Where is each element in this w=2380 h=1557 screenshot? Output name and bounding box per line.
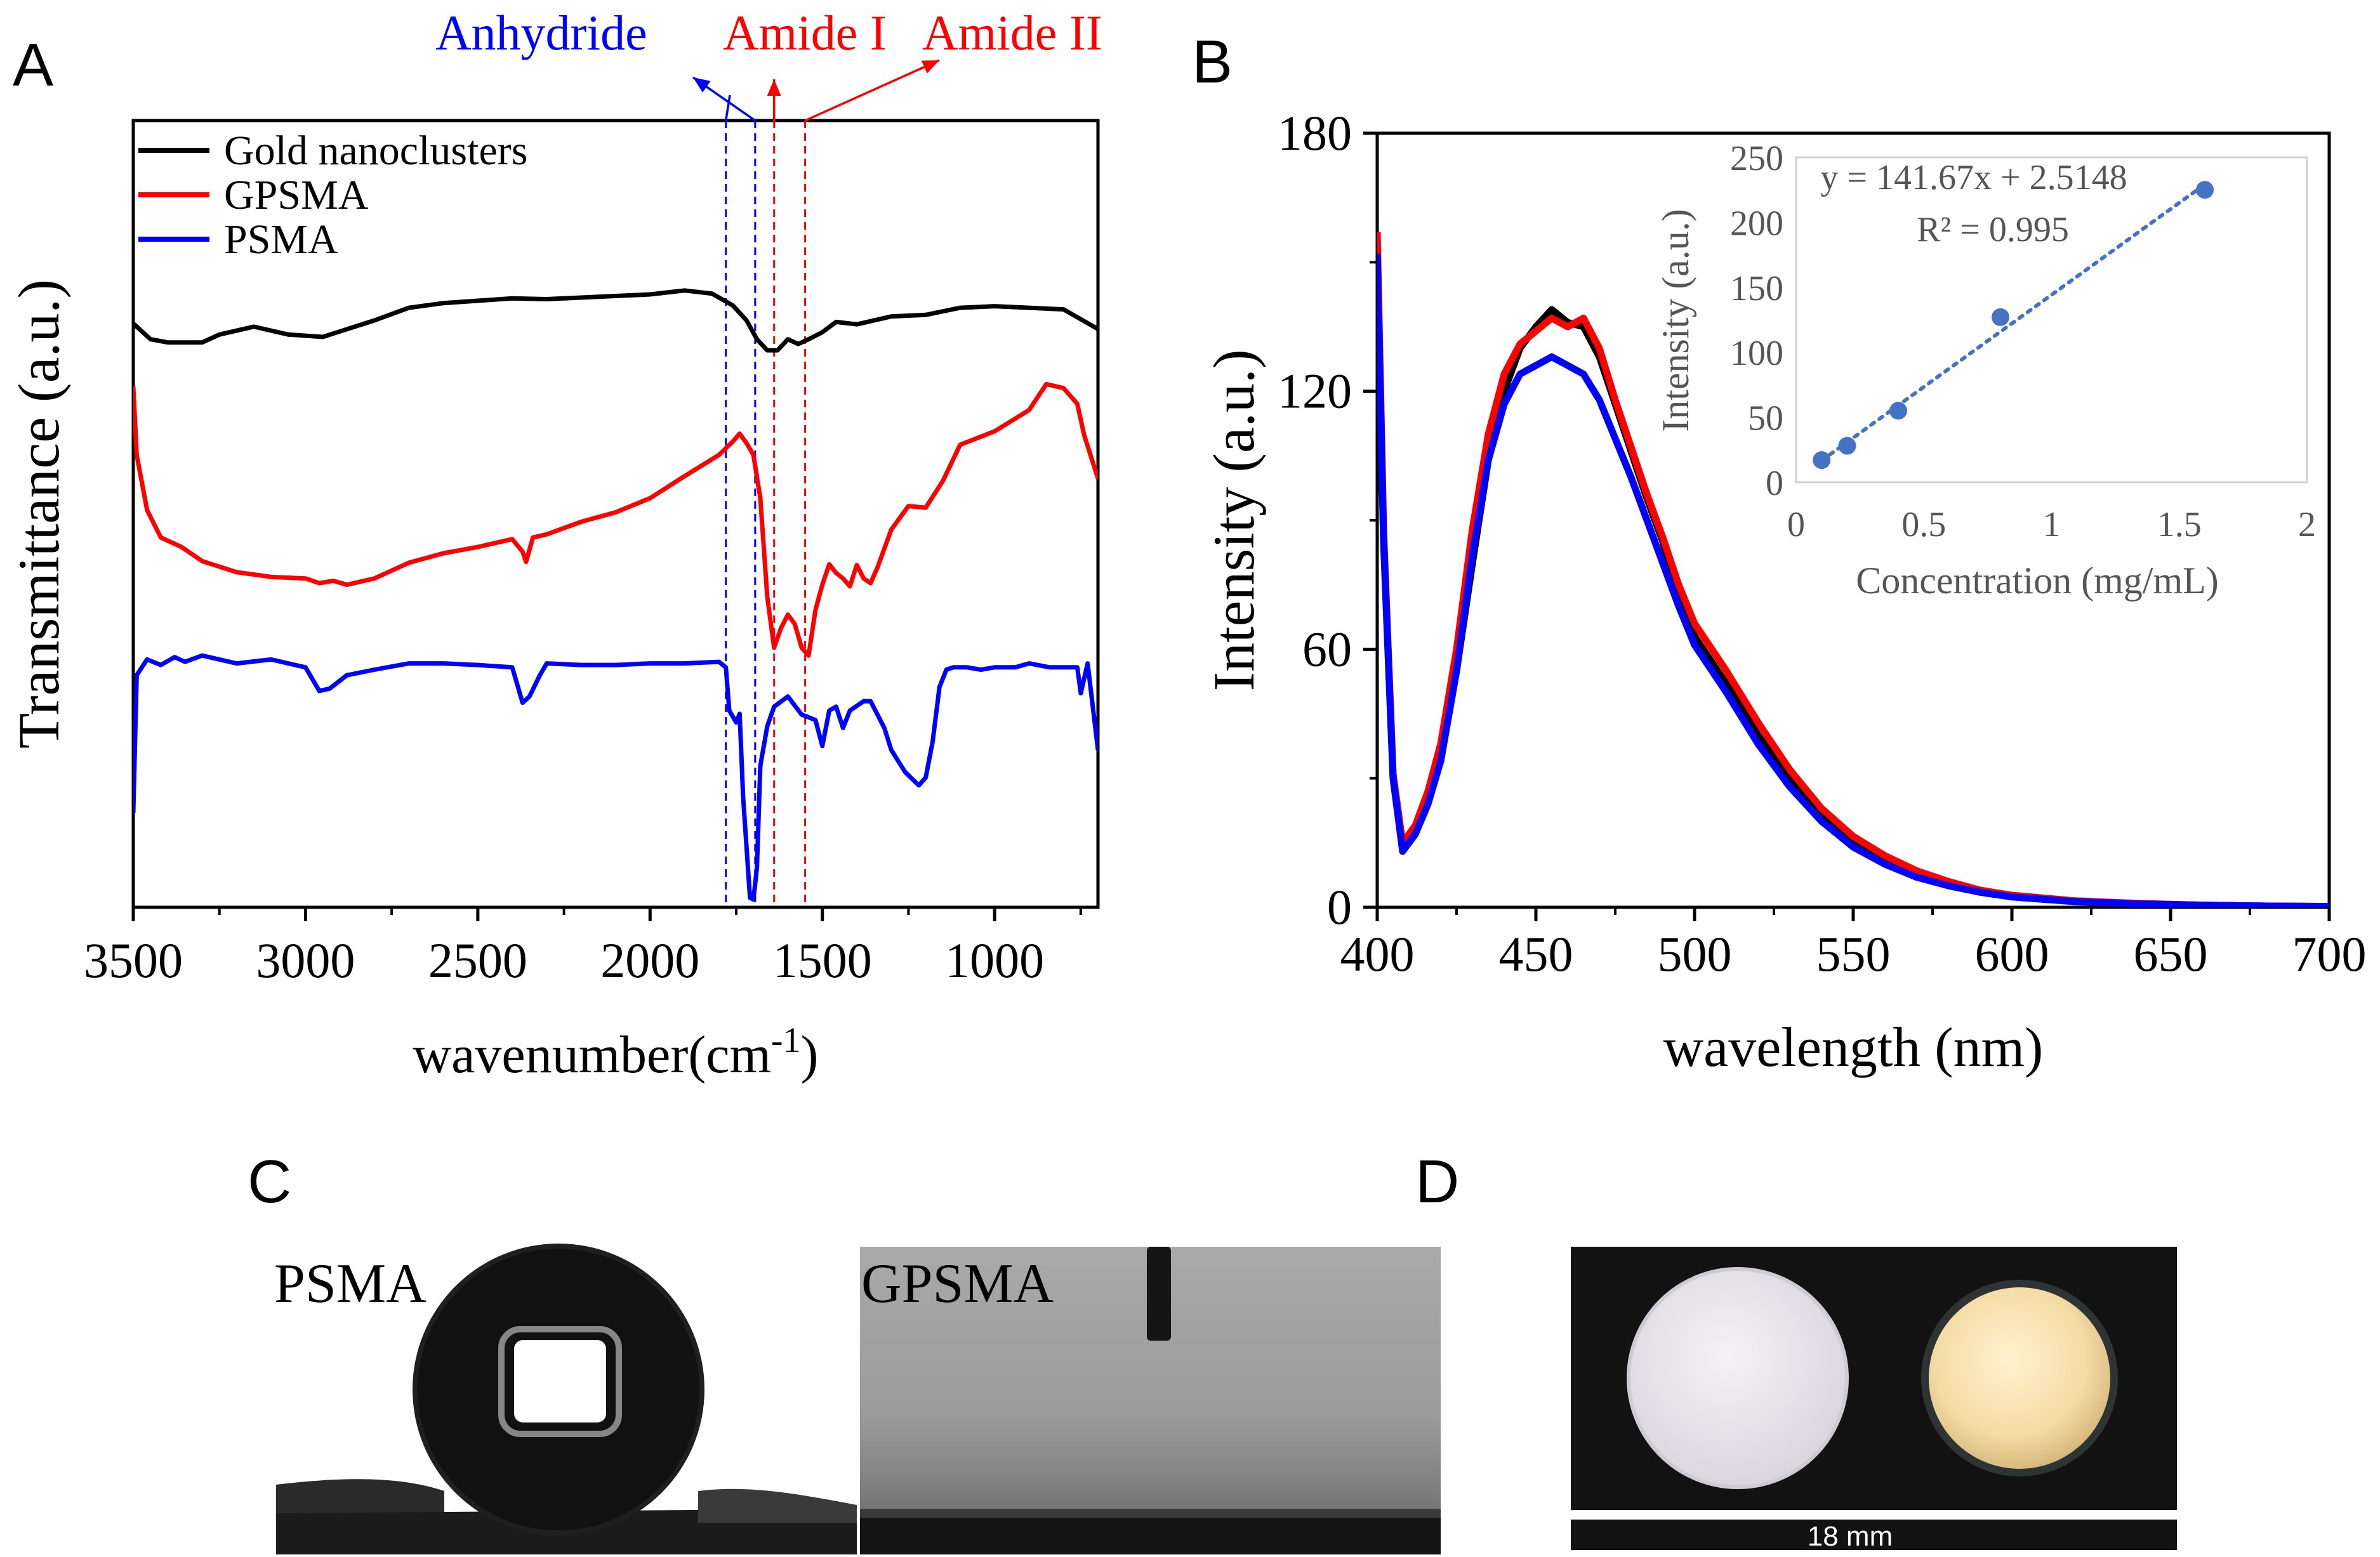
amide-i-label: Amide I [723, 5, 887, 60]
inset-r-squared: R² = 0.995 [1917, 210, 2069, 249]
ftir-plot-frame [131, 119, 1100, 909]
anhydride-label: Anhydride [435, 5, 647, 60]
fluorescence-x-tick-label: 550 [1816, 926, 1891, 982]
fluorescence-x-tick-label: 500 [1658, 926, 1732, 982]
ftir-chart: 3500 3000 2500 2000 1500 1000 Gold nanocluste… [6, 5, 1102, 1084]
inset-fit-line [1820, 182, 2207, 463]
inset-y-tick-label: 200 [1730, 204, 1783, 243]
ftir-legend-label-0: Gold nanoclusters [224, 128, 527, 174]
fluorescence-series-line-2 [1377, 253, 2329, 907]
ftir-x-ticks: 3500 3000 2500 2000 1500 1000 [84, 907, 1082, 988]
amide-i-arrow-head [767, 79, 781, 96]
fluorescence-y-tick-label: 60 [1302, 621, 1352, 676]
inset-y-tick-label: 50 [1748, 399, 1783, 438]
amide-ii-arrow-head [921, 60, 939, 74]
inset-y-tick-label: 250 [1730, 139, 1783, 178]
panel-label-b: B [1192, 28, 1233, 96]
fluorescence-x-tick-label: 450 [1499, 926, 1573, 982]
ftir-series-line-2 [133, 653, 1098, 902]
inset-x-tick-label: 1 [2043, 505, 2061, 544]
fluorescence-x-tick-label: 650 [2134, 926, 2208, 982]
ftir-x-tick-label: 1500 [773, 933, 872, 988]
panel-label-d: D [1415, 1148, 1459, 1216]
ftir-series [133, 288, 1098, 902]
inset-y-tick-label: 0 [1766, 464, 1783, 503]
inset-data-point [1838, 437, 1856, 455]
inset-x-tick-label: 0 [1787, 505, 1805, 544]
fluorescence-x-tick-label: 400 [1340, 926, 1415, 982]
amide-ii-label: Amide II [922, 5, 1102, 60]
ftir-x-tick-label: 2000 [600, 933, 699, 988]
inset-y-tick-label: 150 [1730, 269, 1783, 308]
inset-plot-frame [1795, 156, 2308, 483]
fluorescence-y-tick-label: 0 [1327, 879, 1352, 935]
ftir-x-tick-label: 3000 [256, 933, 355, 988]
panel-label-a: A [13, 31, 53, 99]
calibration-inset: 0 0.5 1 1.5 2 0 50 100 150 200 250 y = 141.67x + 2… [1655, 139, 2316, 601]
inset-data-point [2196, 181, 2214, 199]
ftir-legend-label-2: PSMA [224, 216, 338, 263]
fluorescence-x-tick-label: 700 [2292, 926, 2367, 982]
inset-y-tick-label: 100 [1730, 334, 1783, 373]
ftir-legend-label-1: GPSMA [224, 172, 369, 218]
contact-angle-images: PSMA GPSMA [274, 1244, 1441, 1554]
inset-data-point [1889, 402, 1907, 420]
inset-data-point [1992, 308, 2009, 326]
inset-x-tick-label: 2 [2298, 505, 2316, 544]
anhydride-arrow-branch [724, 95, 731, 121]
fluorescence-y-tick-label: 120 [1278, 364, 1352, 419]
fluorescence-x-tick-label: 600 [1975, 926, 2049, 982]
ftir-series-line-1 [133, 381, 1098, 658]
ftir-annotations: Anhydride Amide I Amide II [435, 5, 1102, 122]
inset-background [1796, 152, 2310, 495]
anhydride-arrow-head [693, 77, 711, 93]
inset-ticks: 0 0.5 1 1.5 2 0 50 100 150 200 250 [1730, 139, 2316, 544]
gpsma-droplet-photo: GPSMA [860, 1247, 1441, 1554]
ftir-x-tick-label: 1000 [945, 933, 1044, 988]
ftir-band-markers [725, 121, 807, 907]
inset-equation: y = 141.67x + 2.5148 [1820, 158, 2127, 197]
ftir-y-axis-label: Transmittance (a.u.) [6, 279, 71, 749]
fluorescence-x-axis-label: wavelength (nm) [1663, 1017, 2044, 1079]
inset-y-axis-label: Intensity (a.u.) [1655, 209, 1696, 432]
psma-droplet-photo: PSMA [274, 1244, 857, 1554]
amide-ii-arrow [804, 59, 940, 122]
psma-label: PSMA [274, 1253, 426, 1315]
ftir-x-axis-label: wavenumber(cm-1) [413, 1021, 818, 1084]
film-photo: 18 mm [1571, 1247, 2177, 1552]
scale-bar-label: 18 mm [1808, 1521, 1893, 1552]
panel-label-c: C [248, 1148, 291, 1216]
fluorescence-y-tick-label: 180 [1278, 105, 1352, 161]
gpsma-label: GPSMA [861, 1253, 1054, 1315]
scale-bar [1571, 1520, 2177, 1550]
fluorescence-series [1377, 232, 2329, 907]
fluorescence-y-axis-label: Intensity (a.u.) [1201, 349, 1266, 691]
inset-x-tick-label: 0.5 [1901, 505, 1946, 544]
inset-marks [1813, 181, 2214, 470]
ftir-x-tick-label: 2500 [428, 933, 527, 988]
psma-film [1627, 1267, 1849, 1489]
inset-x-tick-label: 1.5 [2157, 505, 2202, 544]
gpsma-film [1929, 1287, 2110, 1469]
ftir-x-tick-label: 3500 [84, 933, 183, 988]
inset-data-point [1813, 451, 1831, 470]
ftir-series-line-0 [133, 288, 1098, 353]
inset-x-axis-label: Concentration (mg/mL) [1856, 560, 2219, 601]
